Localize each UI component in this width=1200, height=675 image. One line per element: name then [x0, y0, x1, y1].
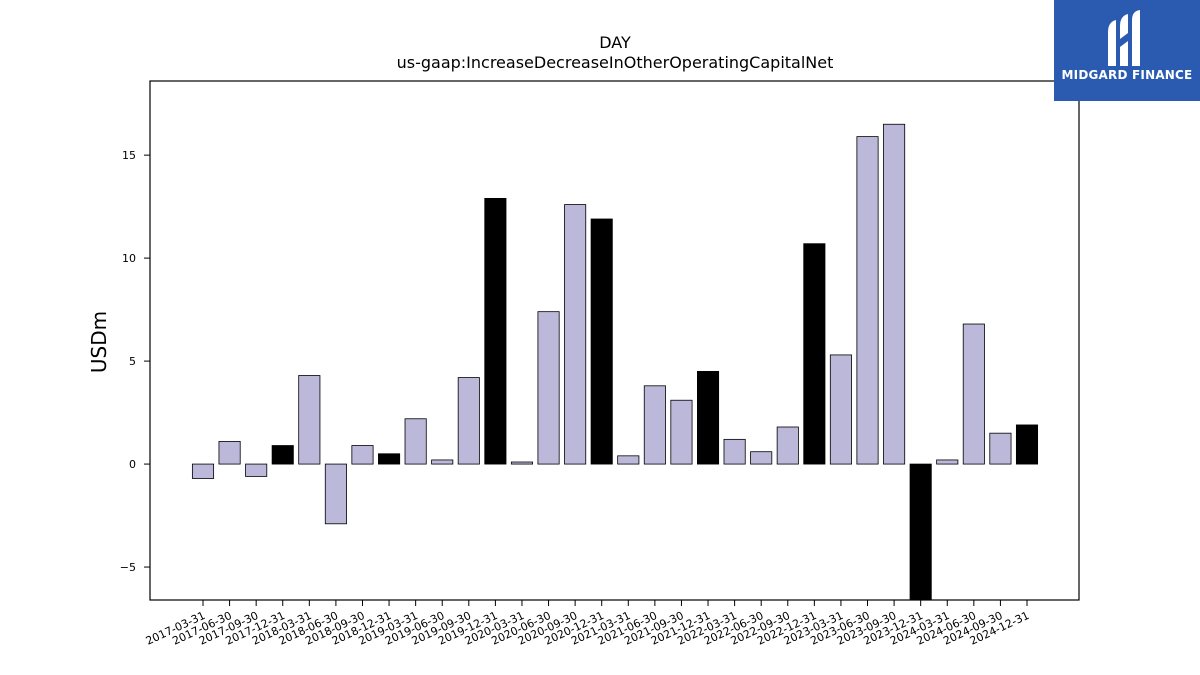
- y-tick-label: 0: [129, 458, 136, 471]
- bar-2020-03-31: [510, 461, 533, 465]
- bar-2024-06-30: [962, 323, 985, 465]
- y-tick-label: 15: [122, 149, 136, 162]
- bar-2018-12-31: [378, 453, 401, 465]
- bar-2021-09-30: [670, 399, 693, 465]
- y-tick-label: 5: [129, 355, 136, 368]
- y-tick-label: 10: [122, 252, 136, 265]
- bar-2019-09-30: [457, 377, 480, 465]
- bar-2023-09-30: [883, 123, 906, 465]
- bar-2022-06-30: [750, 451, 773, 465]
- bar-2019-12-31: [484, 197, 507, 465]
- bar-2022-12-31: [803, 243, 826, 465]
- bar-2019-06-30: [431, 459, 454, 465]
- bar-2018-06-30: [324, 463, 347, 525]
- bar-2021-12-31: [697, 370, 720, 465]
- bar-2022-03-31: [723, 438, 746, 465]
- y-ticks-group: −5 0 5 10 15: [120, 149, 150, 574]
- bar-2017-06-30: [218, 441, 241, 465]
- chart-subtitle: us-gaap:IncreaseDecreaseInOtherOperating…: [397, 53, 834, 72]
- bar-2023-03-31: [829, 354, 852, 465]
- bar-2017-12-31: [271, 445, 294, 465]
- bar-2020-06-30: [537, 311, 560, 465]
- bar-2017-09-30: [245, 463, 268, 477]
- y-axis-label: USDm: [87, 311, 111, 373]
- bar-2021-03-31: [617, 455, 640, 465]
- x-ticks-group: 2017-03-312017-06-302017-09-302017-12-31…: [144, 600, 1031, 648]
- bar-2024-12-31: [1015, 424, 1039, 465]
- midgard-finance-logo: MIDGARD FINANCE: [1054, 0, 1200, 101]
- bar-2022-09-30: [776, 426, 799, 465]
- logo-mark-icon: [1108, 10, 1140, 66]
- logo-brand-text: MIDGARD FINANCE: [1061, 68, 1193, 82]
- bar-2024-03-31: [936, 459, 959, 465]
- bar-2019-03-31: [404, 418, 427, 465]
- bar-2020-12-31: [590, 218, 613, 465]
- bar-2023-06-30: [856, 136, 879, 465]
- bar-2020-09-30: [564, 204, 587, 465]
- bars-group: [191, 123, 1039, 601]
- bar-2024-09-30: [989, 432, 1012, 465]
- bar-2021-06-30: [643, 385, 666, 465]
- y-tick-label: −5: [120, 561, 136, 574]
- bar-2017-03-31: [191, 463, 215, 479]
- bar-2023-12-31: [909, 463, 932, 601]
- bar-2018-03-31: [298, 375, 321, 465]
- bar-2018-09-30: [351, 445, 374, 465]
- chart-title: DAY: [599, 33, 631, 52]
- plot-frame: [149, 80, 1080, 601]
